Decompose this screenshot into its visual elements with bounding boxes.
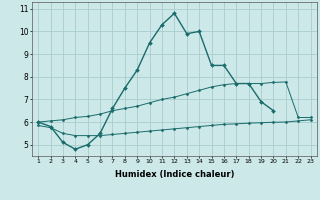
X-axis label: Humidex (Indice chaleur): Humidex (Indice chaleur) [115, 170, 234, 179]
